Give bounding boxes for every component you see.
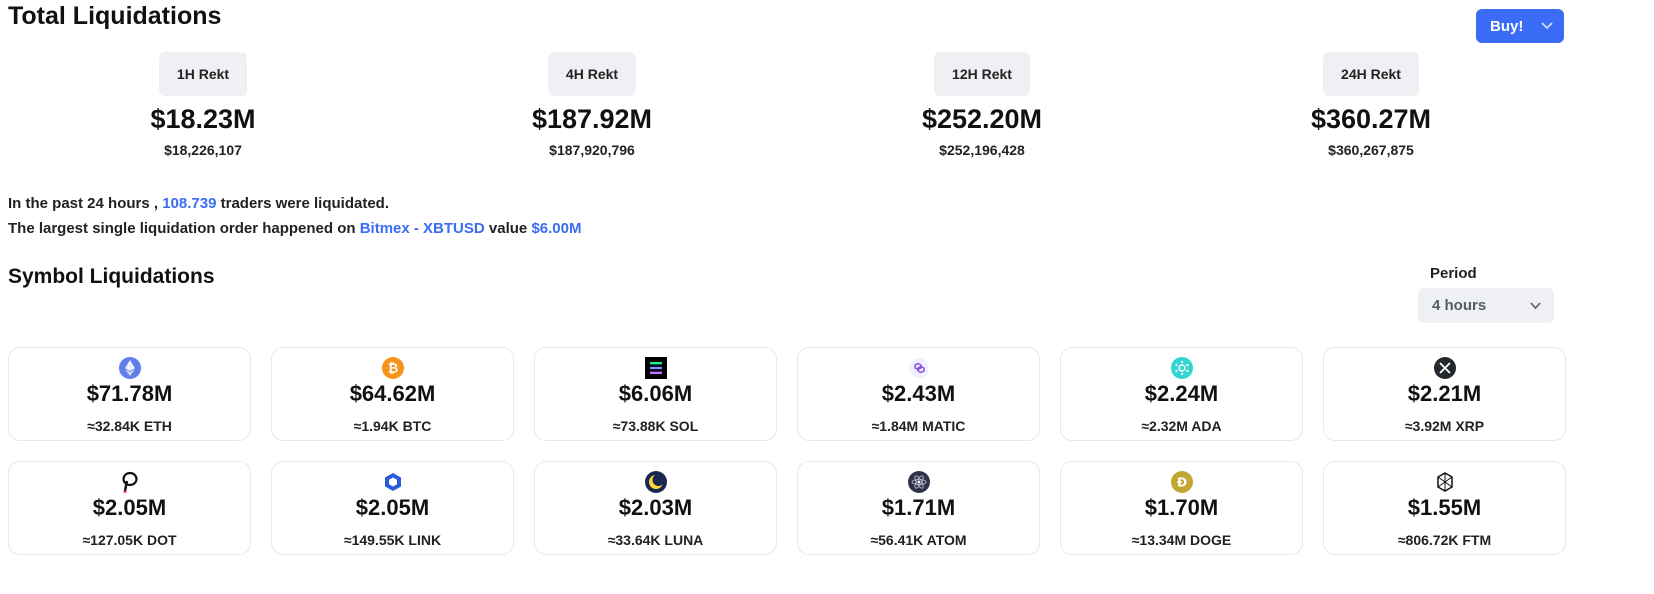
rekt-1h-exact: $18,226,107 xyxy=(164,142,242,158)
rekt-1h: 1H Rekt $18.23M $18,226,107 xyxy=(93,52,313,158)
buy-button-label: Buy! xyxy=(1490,17,1524,35)
rekt-24h-exact: $360,267,875 xyxy=(1328,142,1414,158)
symbol-card-link[interactable]: $2.05M ≈149.55K LINK xyxy=(271,461,514,555)
symbol-card-xrp[interactable]: $2.21M ≈3.92M XRP xyxy=(1323,347,1566,441)
liquidation-summary: In the past 24 hours , 108.739 traders w… xyxy=(8,191,581,241)
page-title: Total Liquidations xyxy=(8,2,222,30)
symbol-value: $6.06M xyxy=(618,381,693,406)
largest-value: $6.00M xyxy=(531,220,582,237)
chevron-down-icon xyxy=(1530,302,1541,310)
symbol-value: $1.70M xyxy=(1144,495,1219,520)
period-select[interactable]: 4 hours xyxy=(1418,288,1554,323)
svg-text:Ð: Ð xyxy=(1176,476,1186,490)
chevron-down-icon xyxy=(1541,22,1553,30)
symbol-card-matic[interactable]: $2.43M ≈1.84M MATIC xyxy=(797,347,1040,441)
btc-icon: ₿ xyxy=(381,357,404,379)
symbol-amount: ≈3.92M XRP xyxy=(1404,418,1485,434)
symbol-amount: ≈56.41K ATOM xyxy=(870,532,967,548)
symbol-amount: ≈32.84K ETH xyxy=(87,418,172,434)
exchange-pair-link[interactable]: Bitmex - XBTUSD xyxy=(359,220,485,237)
symbol-amount: ≈1.94K BTC xyxy=(353,418,432,434)
symbol-grid: $71.78M ≈32.84K ETH ₿ $64.62M ≈1.94K BTC… xyxy=(8,347,1566,555)
symbol-amount: ≈73.88K SOL xyxy=(612,418,699,434)
rekt-tab-24h[interactable]: 24H Rekt xyxy=(1323,52,1419,96)
sol-icon xyxy=(644,357,667,379)
symbol-value: $2.05M xyxy=(355,495,430,520)
symbol-card-sol[interactable]: $6.06M ≈73.88K SOL xyxy=(534,347,777,441)
symbol-amount: ≈149.55K LINK xyxy=(343,532,442,548)
rekt-12h-exact: $252,196,428 xyxy=(939,142,1025,158)
rekt-1h-value: $18.23M xyxy=(150,104,256,134)
dot-icon xyxy=(121,471,138,493)
atom-icon xyxy=(907,471,930,493)
buy-button[interactable]: Buy! xyxy=(1476,9,1564,43)
summary-prefix: In the past 24 hours , xyxy=(8,195,163,212)
symbol-value: $2.05M xyxy=(92,495,167,520)
symbol-card-btc[interactable]: ₿ $64.62M ≈1.94K BTC xyxy=(271,347,514,441)
rekt-24h: 24H Rekt $360.27M $360,267,875 xyxy=(1261,52,1481,158)
symbol-amount: ≈13.34M DOGE xyxy=(1131,532,1232,548)
symbol-value: $2.43M xyxy=(881,381,956,406)
symbol-value: $1.71M xyxy=(881,495,956,520)
symbol-card-ftm[interactable]: $1.55M ≈806.72K FTM xyxy=(1323,461,1566,555)
ada-icon xyxy=(1170,357,1193,379)
rekt-tab-1h[interactable]: 1H Rekt xyxy=(158,52,248,96)
symbol-amount: ≈33.64K LUNA xyxy=(607,532,704,548)
symbol-card-luna[interactable]: $2.03M ≈33.64K LUNA xyxy=(534,461,777,555)
symbol-amount: ≈1.84M MATIC xyxy=(871,418,966,434)
rekt-4h-exact: $187,920,796 xyxy=(549,142,635,158)
section-title: Symbol Liquidations xyxy=(8,265,215,288)
summary-line-traders: In the past 24 hours , 108.739 traders w… xyxy=(8,191,581,216)
period-select-value: 4 hours xyxy=(1432,297,1487,314)
rekt-12h: 12H Rekt $252.20M $252,196,428 xyxy=(872,52,1092,158)
symbol-card-dot[interactable]: $2.05M ≈127.05K DOT xyxy=(8,461,251,555)
traders-count: 108.739 xyxy=(162,195,217,212)
eth-icon xyxy=(118,357,141,379)
symbol-value: $64.62M xyxy=(349,381,436,406)
symbol-value: $71.78M xyxy=(86,381,173,406)
rekt-tab-4h[interactable]: 4H Rekt xyxy=(547,52,637,96)
symbol-value: $2.24M xyxy=(1144,381,1219,406)
svg-text:₿: ₿ xyxy=(387,362,398,377)
rekt-tab-12h[interactable]: 12H Rekt xyxy=(934,52,1030,96)
xrp-icon xyxy=(1433,357,1456,379)
largest-prefix: The largest single liquidation order hap… xyxy=(8,220,360,237)
symbol-value: $1.55M xyxy=(1407,495,1482,520)
symbol-card-ada[interactable]: $2.24M ≈2.32M ADA xyxy=(1060,347,1303,441)
symbol-card-doge[interactable]: Ð $1.70M ≈13.34M DOGE xyxy=(1060,461,1303,555)
symbol-value: $2.03M xyxy=(618,495,693,520)
rekt-12h-value: $252.20M xyxy=(921,104,1043,134)
symbol-card-atom[interactable]: $1.71M ≈56.41K ATOM xyxy=(797,461,1040,555)
symbol-amount: ≈806.72K FTM xyxy=(1397,532,1492,548)
largest-mid: value xyxy=(484,220,532,237)
rekt-4h-value: $187.92M xyxy=(531,104,653,134)
ftm-icon xyxy=(1436,472,1453,492)
matic-icon xyxy=(908,358,929,378)
summary-line-largest: The largest single liquidation order hap… xyxy=(8,216,581,241)
rekt-4h: 4H Rekt $187.92M $187,920,796 xyxy=(482,52,702,158)
symbol-card-eth[interactable]: $71.78M ≈32.84K ETH xyxy=(8,347,251,441)
symbol-amount: ≈2.32M ADA xyxy=(1141,418,1222,434)
link-icon xyxy=(384,473,401,491)
period-label: Period xyxy=(1430,265,1477,282)
summary-suffix: traders were liquidated. xyxy=(216,195,389,212)
doge-icon: Ð xyxy=(1170,471,1193,493)
luna-icon xyxy=(644,471,667,493)
symbol-amount: ≈127.05K DOT xyxy=(82,532,177,548)
rekt-24h-value: $360.27M xyxy=(1310,104,1432,134)
symbol-value: $2.21M xyxy=(1407,381,1482,406)
